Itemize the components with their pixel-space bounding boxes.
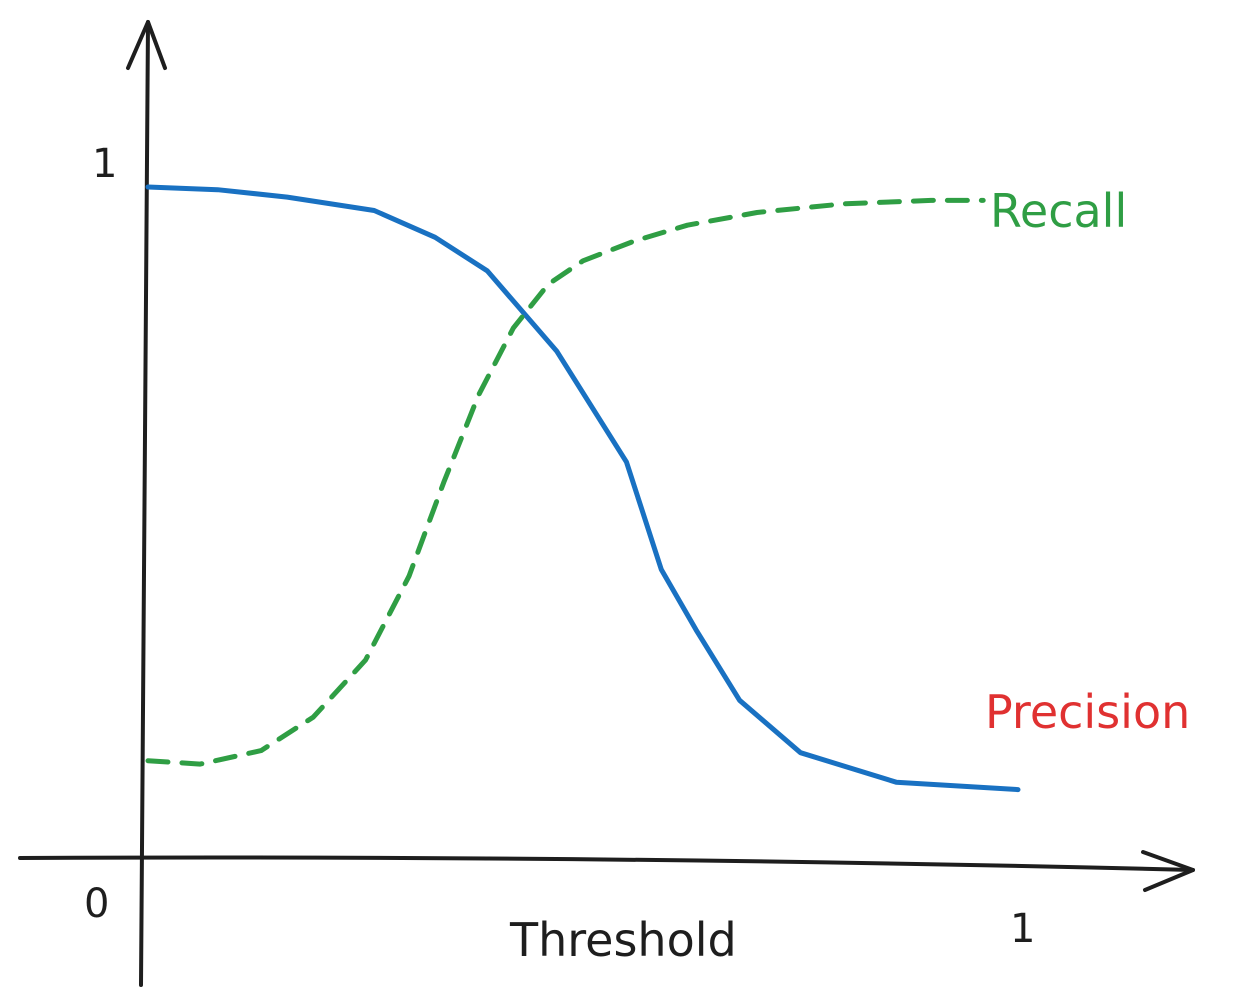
x-tick-label-0: 0 <box>84 881 109 927</box>
y-axis-arrowhead <box>126 20 167 70</box>
y-axis <box>139 20 150 987</box>
precision-label: Precision <box>985 685 1190 739</box>
precision-line <box>145 184 1021 793</box>
recall-label: Recall <box>990 184 1127 238</box>
x-tick-label-1: 1 <box>1010 906 1035 952</box>
y-tick-label-1: 1 <box>92 141 117 187</box>
x-axis <box>18 855 1195 872</box>
x-axis-label: Threshold <box>509 913 737 967</box>
x-axis-arrowhead <box>1141 850 1195 892</box>
recall-line <box>145 197 986 767</box>
